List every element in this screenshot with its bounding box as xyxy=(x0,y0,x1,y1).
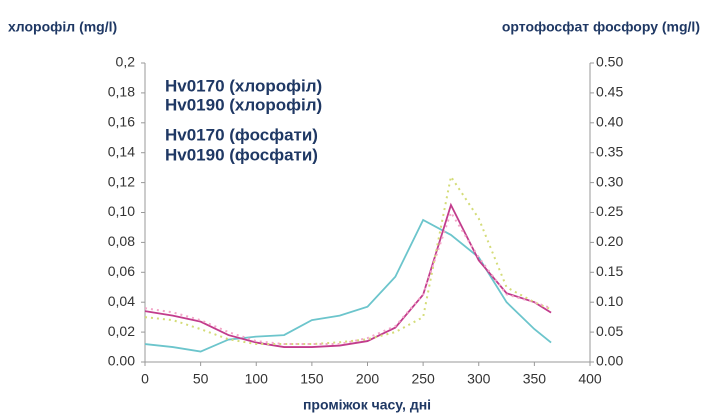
y-tick-label: 0.00 xyxy=(108,353,135,369)
y2-tick-label: 0.35 xyxy=(596,143,623,159)
x-tick-label: 250 xyxy=(411,371,435,387)
y-tick-label: 0,08 xyxy=(108,233,135,249)
y2-tick-label: 0.15 xyxy=(596,263,623,279)
x-tick-label: 0 xyxy=(141,371,149,387)
y2-tick-label: 0.25 xyxy=(596,203,623,219)
series-line xyxy=(144,210,552,346)
x-axis-title: проміжок часу, дні xyxy=(303,397,431,413)
y-tick-label: 0,10 xyxy=(108,203,135,219)
series-line xyxy=(144,174,552,346)
x-tick-label: 300 xyxy=(467,371,491,387)
y-tick-label: 0,06 xyxy=(108,263,135,279)
y2-tick-label: 0.10 xyxy=(596,293,623,309)
y-tick-label: 0,16 xyxy=(108,114,135,130)
series-line xyxy=(144,218,552,353)
x-tick-label: 400 xyxy=(578,371,602,387)
legend-label: Hv0170 (фосфати) xyxy=(165,125,318,144)
series-line xyxy=(144,202,552,348)
y-tick-label: 0,04 xyxy=(108,293,135,309)
x-tick-label: 200 xyxy=(356,371,380,387)
x-tick-label: 100 xyxy=(245,371,269,387)
y2-tick-label: 0.20 xyxy=(596,233,623,249)
y2-tick-label: 0.40 xyxy=(596,114,623,130)
y2-tick-label: 0.30 xyxy=(596,173,623,189)
y-tick-label: 0,14 xyxy=(108,143,135,159)
y2-axis-title: ортофосфат фосфору (mg/l) xyxy=(502,19,700,35)
y-tick-label: 0,2 xyxy=(116,54,136,70)
x-tick-label: 350 xyxy=(523,371,547,387)
legend-label: Hv0170 (хлорофіл) xyxy=(165,76,322,95)
y-tick-label: 0,02 xyxy=(108,323,135,339)
x-tick-label: 150 xyxy=(300,371,324,387)
y2-tick-label: 0.00 xyxy=(596,353,623,369)
y-tick-label: 0,12 xyxy=(108,173,135,189)
legend-label: Hv0190 (фосфати) xyxy=(165,145,318,164)
legend-label: Hv0190 (хлорофіл) xyxy=(165,95,322,114)
y2-tick-label: 0.45 xyxy=(596,84,623,100)
y-tick-label: 0,18 xyxy=(108,84,135,100)
y2-tick-label: 0.50 xyxy=(596,54,623,70)
x-tick-label: 50 xyxy=(193,371,209,387)
y2-tick-label: 0.05 xyxy=(596,323,623,339)
y-axis-title: хлорофіл (mg/l) xyxy=(8,19,117,35)
